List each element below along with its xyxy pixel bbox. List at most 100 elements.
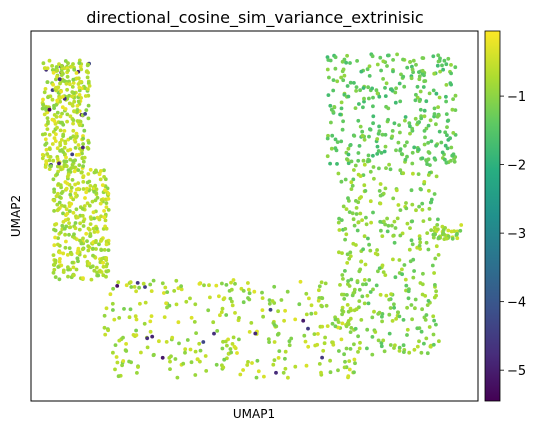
- scatter-point: [179, 284, 184, 289]
- scatter-point: [336, 220, 341, 225]
- scatter-point: [286, 375, 290, 380]
- scatter-point: [69, 166, 73, 171]
- scatter-point: [55, 74, 59, 79]
- scatter-point: [371, 95, 375, 100]
- scatter-point: [293, 364, 298, 369]
- scatter-point: [74, 207, 79, 212]
- scatter-point: [94, 187, 99, 192]
- scatter-point: [184, 299, 189, 304]
- scatter-point: [289, 336, 294, 341]
- scatter-point: [64, 186, 69, 191]
- scatter-point: [375, 144, 380, 149]
- scatter-point: [172, 289, 177, 293]
- scatter-point: [48, 147, 52, 152]
- scatter-point: [70, 85, 75, 89]
- scatter-point: [54, 194, 59, 199]
- scatter-point: [336, 171, 341, 176]
- scatter-point: [306, 326, 310, 331]
- scatter-point: [195, 357, 200, 362]
- scatter-point: [124, 342, 128, 346]
- scatter-point: [55, 172, 59, 177]
- scatter-point: [170, 335, 175, 340]
- scatter-point: [297, 302, 302, 307]
- scatter-point: [353, 106, 358, 110]
- scatter-point: [238, 372, 243, 377]
- scatter-point: [51, 270, 56, 275]
- scatter-point: [68, 209, 72, 214]
- scatter-point: [367, 242, 371, 247]
- scatter-point: [75, 256, 80, 261]
- scatter-point: [352, 342, 356, 347]
- scatter-point: [103, 218, 108, 223]
- scatter-point: [100, 183, 105, 188]
- scatter-point: [380, 312, 385, 316]
- scatter-point: [67, 101, 72, 106]
- scatter-point: [67, 221, 71, 226]
- scatter-point: [189, 360, 194, 365]
- scatter-point: [376, 269, 380, 274]
- scatter-point: [418, 187, 423, 191]
- scatter-point: [303, 339, 308, 344]
- scatter-point: [362, 162, 367, 167]
- scatter-point: [47, 107, 52, 112]
- scatter-point: [136, 365, 140, 369]
- scatter-point: [359, 69, 364, 74]
- scatter-point: [283, 308, 287, 313]
- scatter-point: [418, 247, 422, 251]
- scatter-point: [81, 142, 85, 146]
- scatter-point: [403, 115, 408, 119]
- scatter-point: [208, 295, 212, 300]
- scatter-point: [59, 191, 64, 196]
- scatter-point: [420, 207, 425, 212]
- scatter-point: [427, 325, 432, 329]
- scatter-point: [40, 132, 45, 137]
- scatter-point: [379, 344, 384, 349]
- scatter-point: [225, 343, 229, 348]
- scatter-point: [362, 301, 367, 306]
- scatter-point: [393, 275, 398, 280]
- scatter-point: [416, 147, 421, 152]
- scatter-point: [65, 174, 70, 179]
- scatter-point: [444, 83, 449, 87]
- scatter-point: [235, 351, 239, 355]
- scatter-point: [422, 114, 427, 119]
- scatter-point: [73, 226, 78, 231]
- scatter-point: [53, 139, 58, 144]
- scatter-point: [95, 226, 99, 231]
- scatter-point: [82, 155, 87, 160]
- scatter-point: [88, 234, 93, 238]
- scatter-point: [417, 204, 421, 209]
- scatter-point: [389, 292, 393, 296]
- scatter-point: [434, 91, 439, 96]
- scatter-point: [435, 63, 440, 68]
- scatter-point: [42, 112, 47, 117]
- scatter-point: [392, 121, 397, 126]
- scatter-point: [346, 161, 351, 166]
- scatter-point: [376, 338, 381, 343]
- scatter-point: [52, 267, 57, 272]
- scatter-point: [230, 342, 235, 346]
- scatter-point: [383, 222, 387, 227]
- scatter-point: [181, 361, 186, 366]
- scatter-point: [72, 169, 77, 174]
- scatter-point: [86, 172, 91, 176]
- scatter-point: [431, 342, 436, 347]
- scatter-point: [390, 223, 394, 228]
- scatter-point: [71, 265, 76, 270]
- scatter-point: [70, 90, 75, 94]
- scatter-point: [337, 216, 341, 221]
- scatter-point: [397, 258, 402, 262]
- scatter-point: [89, 277, 94, 282]
- scatter-point: [440, 150, 445, 155]
- scatter-point: [68, 147, 73, 152]
- scatter-point: [124, 349, 129, 353]
- scatter-point: [69, 185, 74, 190]
- scatter-point: [52, 243, 57, 248]
- scatter-point: [448, 81, 453, 85]
- scatter-point: [380, 132, 385, 137]
- scatter-point: [425, 231, 430, 236]
- scatter-point: [329, 120, 333, 125]
- scatter-point: [363, 189, 368, 193]
- scatter-point: [437, 113, 441, 118]
- scatter-point: [426, 173, 431, 177]
